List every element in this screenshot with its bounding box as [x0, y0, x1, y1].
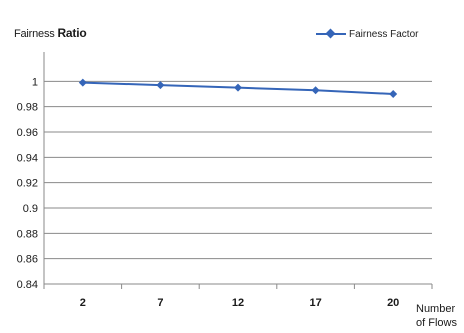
x-tick-label: 20 — [387, 297, 399, 309]
y-tick-label: 0.94 — [17, 152, 38, 164]
legend: Fairness Factor — [316, 28, 418, 40]
x-axis-title: Number of Flows — [416, 302, 462, 330]
x-axis-title-line2: of Flows — [416, 317, 457, 329]
y-tick-label: 0.88 — [17, 228, 38, 240]
data-point — [156, 81, 165, 90]
data-point — [311, 86, 320, 95]
x-tick-label: 7 — [157, 297, 163, 309]
x-tick-label: 12 — [232, 297, 244, 309]
y-axis-title-part2: Ratio — [57, 26, 87, 40]
y-tick-label: 0.9 — [23, 203, 38, 215]
data-point — [234, 83, 242, 92]
y-tick-label: 0.86 — [17, 254, 38, 266]
legend-swatch — [316, 28, 346, 40]
y-axis-title: Fairness Ratio — [14, 26, 87, 40]
y-axis-title-part1: Fairness — [14, 28, 55, 40]
x-axis-title-line1: Number — [416, 303, 456, 315]
legend-label: Fairness Factor — [349, 28, 419, 40]
y-tick-label: 0.84 — [17, 279, 38, 291]
x-tick-label: 2 — [80, 297, 86, 309]
y-tick-label: 0.92 — [17, 178, 38, 190]
data-point — [389, 90, 398, 98]
y-tick-label: 0.96 — [17, 127, 38, 139]
y-tick-label: 1 — [32, 76, 38, 88]
y-tick-label: 0.98 — [17, 102, 38, 114]
x-tick-label: 17 — [309, 297, 321, 309]
data-point — [78, 78, 87, 87]
